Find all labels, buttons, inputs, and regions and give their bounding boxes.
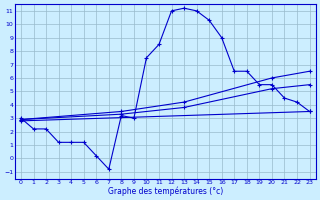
X-axis label: Graphe des températures (°c): Graphe des températures (°c) xyxy=(108,186,223,196)
